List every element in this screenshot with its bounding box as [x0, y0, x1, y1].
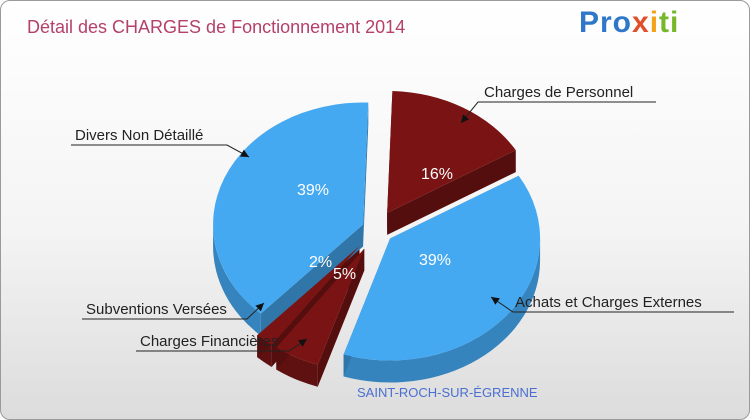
slice-value-achats: 39% — [419, 252, 451, 269]
slice-top-divers — [213, 102, 369, 314]
pie-tops — [213, 90, 541, 365]
leader-arrow-subventions — [255, 303, 264, 312]
leader-arrow-achats — [491, 297, 500, 305]
leader-line-personnel — [460, 101, 656, 124]
slice-label-achats: Achats et Charges Externes — [515, 294, 702, 311]
leader-line-achats — [490, 296, 734, 313]
leader-line-divers — [71, 144, 250, 158]
proxiti-logo: Proxiti — [579, 6, 680, 39]
chart-title: Détail des CHARGES de Fonctionnement 201… — [27, 17, 406, 37]
leader-arrow-financieres — [298, 339, 307, 347]
slice-value-financieres: 5% — [333, 266, 356, 283]
slice-top-personnel — [387, 90, 516, 213]
leader-arrow-divers — [240, 149, 249, 157]
slice-wall-achats — [343, 238, 541, 383]
slice-value-subventions: 2% — [309, 254, 332, 271]
slice-side-divers-1 — [363, 102, 369, 247]
slice-wall-divers — [213, 224, 261, 336]
slice-top-financieres — [276, 248, 365, 365]
slice-label-subventions: Subventions Versées — [86, 301, 227, 318]
slice-value-personnel: 16% — [421, 166, 453, 183]
chart-subtitle: SAINT-ROCH-SUR-ÉGRENNE — [357, 385, 538, 400]
pie-leaders — [71, 101, 734, 352]
slice-side-divers-0 — [260, 224, 364, 336]
slice-label-financieres: Charges Financières — [140, 333, 278, 350]
slice-top-achats — [343, 175, 541, 361]
slice-side-personnel-1 — [387, 150, 516, 235]
slice-value-divers: 39% — [297, 182, 329, 199]
slice-label-divers: Divers Non Détaillé — [75, 127, 203, 144]
leader-arrow-personnel — [461, 114, 470, 123]
slice-top-subventions — [257, 246, 360, 345]
slice-label-personnel: Charges de Personnel — [484, 84, 633, 101]
